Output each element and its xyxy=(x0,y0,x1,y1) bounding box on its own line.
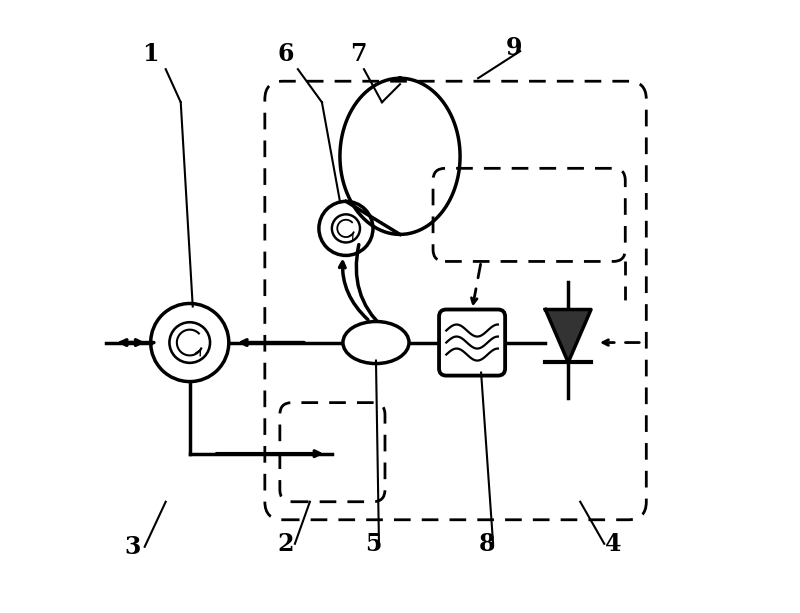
Text: 5: 5 xyxy=(365,532,381,556)
Text: 1: 1 xyxy=(142,42,159,66)
Text: 9: 9 xyxy=(506,36,522,60)
Text: 3: 3 xyxy=(125,535,141,559)
Text: 4: 4 xyxy=(605,532,622,556)
Text: 7: 7 xyxy=(350,42,366,66)
Text: 6: 6 xyxy=(278,42,294,66)
FancyBboxPatch shape xyxy=(439,310,505,376)
Ellipse shape xyxy=(343,321,409,364)
Text: 2: 2 xyxy=(278,532,294,556)
Polygon shape xyxy=(546,310,591,362)
Text: 8: 8 xyxy=(479,532,495,556)
